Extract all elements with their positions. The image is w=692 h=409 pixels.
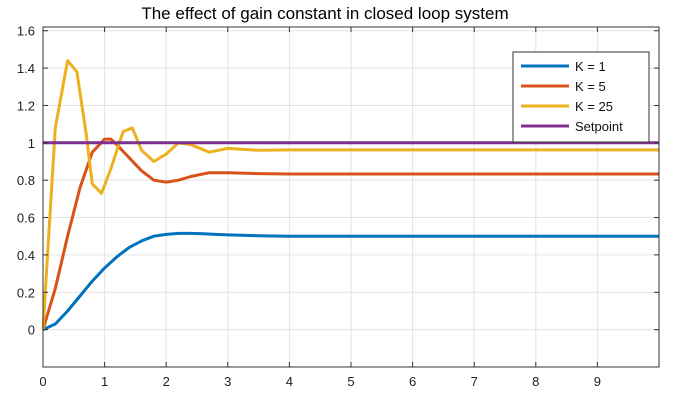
y-tick-label: 0.6 — [17, 211, 35, 226]
x-tick-label: 3 — [224, 374, 231, 389]
y-tick-label: 1.2 — [17, 98, 35, 113]
x-tick-label: 7 — [471, 374, 478, 389]
x-tick-label: 0 — [39, 374, 46, 389]
chart-title: The effect of gain constant in closed lo… — [141, 4, 509, 23]
series-line-1 — [42, 231, 659, 331]
legend-label: Setpoint — [575, 119, 623, 134]
axes — [42, 26, 660, 368]
y-tick-label: 1.4 — [17, 61, 35, 76]
y-tick-label: 0.4 — [17, 248, 35, 263]
tick-labels: 0 1 2 3 4 5 6 7 8 9 0 0.2 0.4 0.6 0.8 1 1.2 1.4 1.6 — [17, 24, 601, 389]
x-tick-label: 8 — [532, 374, 539, 389]
legend-label: K = 1 — [575, 59, 606, 74]
x-tick-label: 1 — [101, 374, 108, 389]
y-tick-label: 1.6 — [17, 24, 35, 39]
y-tick-label: 0.8 — [17, 173, 35, 188]
y-tick-label: 0.2 — [17, 285, 35, 300]
legend-label: K = 25 — [575, 99, 613, 114]
legend: K = 1 K = 5 K = 25 Setpoint — [512, 51, 650, 143]
series-line-3 — [41, 59, 659, 330]
x-tick-label: 6 — [409, 374, 416, 389]
x-tick-label: 4 — [286, 374, 293, 389]
y-tick-label: 1 — [28, 136, 35, 151]
series-lines — [41, 59, 659, 331]
y-tick-label: 0 — [28, 323, 35, 338]
x-tick-label: 5 — [347, 374, 354, 389]
legend-label: K = 5 — [575, 79, 606, 94]
x-tick-label: 9 — [594, 374, 601, 389]
x-tick-label: 2 — [163, 374, 170, 389]
